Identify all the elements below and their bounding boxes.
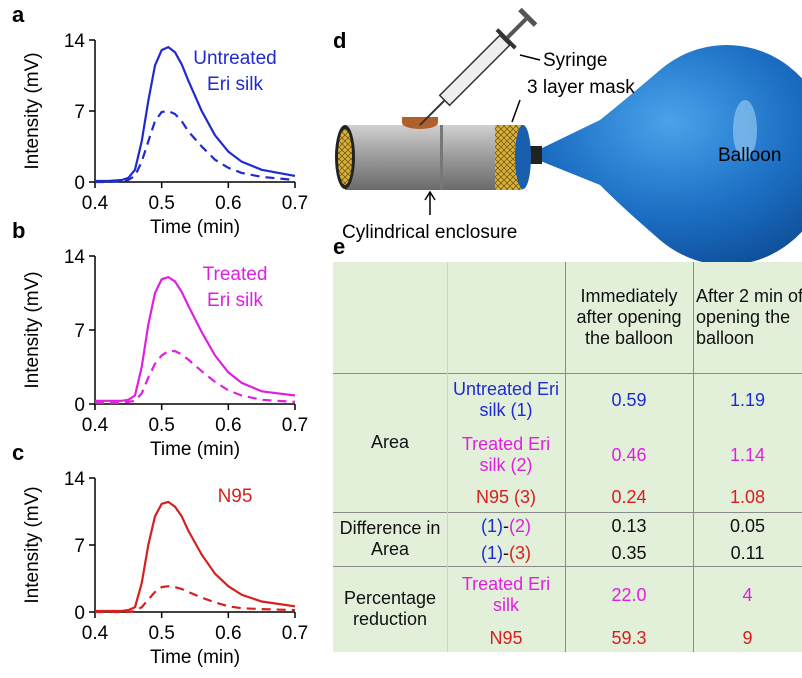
annotation: Treated <box>203 264 268 285</box>
x-tick-label: 0.5 <box>148 623 174 644</box>
x-tick-label: 0.7 <box>282 623 308 644</box>
rule <box>447 262 448 652</box>
x-tick-label: 0.5 <box>148 415 174 436</box>
panel-label: c <box>12 440 24 465</box>
y-axis-title: Intensity (mV) <box>22 486 43 603</box>
annotation: Eri silk <box>207 290 263 311</box>
y-tick-label: 0 <box>74 173 85 194</box>
y-axis-title: Intensity (mV) <box>22 271 43 388</box>
cylinder-mesh <box>338 129 352 185</box>
data-line <box>95 586 295 612</box>
cell: 0.11 <box>693 540 802 566</box>
header-cell: Immediately after opening the balloon <box>565 262 693 373</box>
mask-label: 3 layer mask <box>527 77 635 98</box>
data-line <box>95 277 295 401</box>
data-line <box>95 351 295 403</box>
cell: 0.24 <box>565 483 693 512</box>
cell: 9 <box>693 624 802 652</box>
y-tick-label: 7 <box>74 536 85 557</box>
results-table: Immediately after opening the balloon Af… <box>333 262 802 652</box>
y-tick-label: 0 <box>74 603 85 624</box>
figure: d Syringe 3 layer mask Balloon Cylindric… <box>0 0 802 678</box>
group-label: Difference in Area <box>333 512 447 566</box>
x-tick-label: 0.7 <box>282 415 308 436</box>
row-label: (1)-(2) <box>447 512 565 540</box>
cell: 0.59 <box>565 373 693 427</box>
x-tick-label: 0.6 <box>215 193 241 214</box>
panel-label: d <box>333 28 346 53</box>
panel-label: a <box>12 2 25 27</box>
cell: 59.3 <box>565 624 693 652</box>
rule <box>333 373 802 374</box>
cell: 4 <box>693 566 802 624</box>
group-label: Area <box>333 373 447 512</box>
port-top <box>402 117 438 123</box>
label-part: (1) <box>481 516 503 537</box>
y-tick-label: 14 <box>64 247 86 268</box>
x-axis-title: Time (min) <box>150 439 240 460</box>
arrow <box>512 100 520 122</box>
x-tick-label: 0.6 <box>215 415 241 436</box>
cell: 22.0 <box>565 566 693 624</box>
enclosure-label: Cylindrical enclosure <box>342 222 517 243</box>
group-label: Percentage reduction <box>333 566 447 652</box>
panel-label: e <box>333 234 345 259</box>
balloon-label: Balloon <box>718 145 781 166</box>
rule <box>693 262 694 652</box>
rule <box>333 566 802 567</box>
balloon-tie <box>530 146 542 164</box>
x-axis-title: Time (min) <box>150 217 240 238</box>
header-cell: After 2 min of opening the balloon <box>693 262 802 373</box>
annotation: N95 <box>218 486 253 507</box>
row-label: N95 (3) <box>447 483 565 512</box>
x-tick-label: 0.6 <box>215 623 241 644</box>
row-label: Treated Eri silk <box>447 566 565 624</box>
y-tick-label: 14 <box>64 469 86 490</box>
diagram: d Syringe 3 layer mask Balloon Cylindric… <box>333 6 802 265</box>
syringe <box>411 6 539 134</box>
x-tick-label: 0.4 <box>82 415 109 436</box>
x-tick-label: 0.5 <box>148 193 174 214</box>
annotation: Eri silk <box>207 74 263 95</box>
y-axis-title: Intensity (mV) <box>22 52 43 169</box>
syringe-label: Syringe <box>543 50 607 71</box>
x-tick-label: 0.4 <box>82 193 109 214</box>
label-part: (3) <box>509 543 531 564</box>
y-tick-label: 7 <box>74 321 85 342</box>
y-tick-label: 14 <box>64 31 86 52</box>
arrow <box>520 55 540 60</box>
row-label: Treated Eri silk (2) <box>447 427 565 483</box>
row-label: Untreated Eri silk (1) <box>447 373 565 427</box>
y-tick-label: 7 <box>74 102 85 123</box>
x-tick-label: 0.7 <box>282 193 308 214</box>
cell: 1.19 <box>693 373 802 427</box>
cell: 0.35 <box>565 540 693 566</box>
cell: 0.46 <box>565 427 693 483</box>
x-tick-label: 0.4 <box>82 623 109 644</box>
panel-label: b <box>12 218 25 243</box>
label-part: (2) <box>509 516 531 537</box>
annotation: Untreated <box>193 48 276 69</box>
cell: 1.08 <box>693 483 802 512</box>
y-tick-label: 0 <box>74 395 85 416</box>
x-axis-title: Time (min) <box>150 647 240 668</box>
row-label: N95 <box>447 624 565 652</box>
cell: 0.13 <box>565 512 693 540</box>
mask-rim <box>515 125 531 189</box>
cylinder <box>345 125 520 190</box>
cylinder-joint <box>440 125 443 190</box>
cell: 0.05 <box>693 512 802 540</box>
cell: 1.14 <box>693 427 802 483</box>
label-part: (1) <box>481 543 503 564</box>
rule <box>565 262 566 652</box>
row-label: (1)-(3) <box>447 540 565 566</box>
rule <box>333 512 802 513</box>
